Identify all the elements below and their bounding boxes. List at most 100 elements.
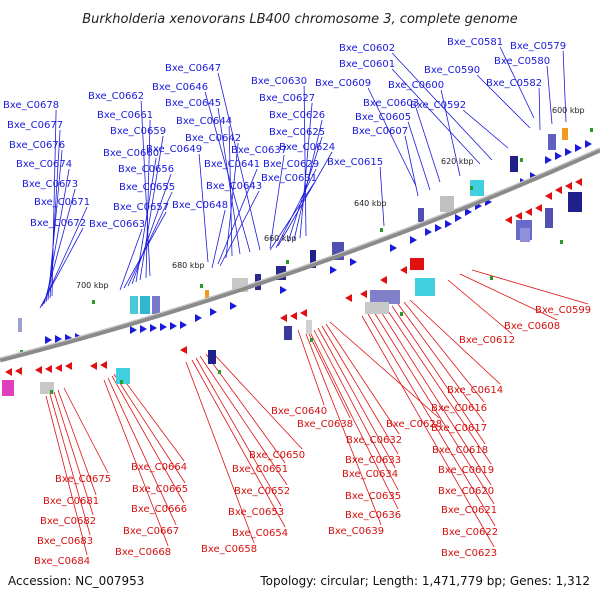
- feature-block: [205, 290, 209, 302]
- leader-line: [562, 50, 567, 123]
- leader-line: [440, 89, 461, 177]
- gene-labels: Bxe_C0581 Bxe_C0579 Bxe_C0580 Bxe_C0602 Bxe_…: [3, 37, 591, 567]
- gene-label: Bxe_C0617: [431, 423, 487, 434]
- gene-label: Bxe_C0626: [269, 110, 325, 121]
- gene-label: Bxe_C0579: [510, 41, 566, 52]
- reverse-gene-arrow: [545, 192, 552, 200]
- feature-block: [276, 266, 286, 280]
- leader-line: [145, 119, 151, 279]
- leader-line: [329, 321, 440, 419]
- gene-label: Bxe_C0682: [40, 516, 96, 527]
- gene-label: Bxe_C0643: [206, 181, 262, 192]
- gene-label: Bxe_C0684: [34, 556, 90, 567]
- leader-line: [462, 109, 509, 149]
- leader-line: [471, 269, 589, 305]
- gene-label: Bxe_C0601: [339, 59, 395, 70]
- feature-block: [520, 228, 530, 242]
- leader-line: [299, 102, 313, 239]
- gene-label: Bxe_C0661: [97, 110, 153, 121]
- leader-line: [111, 375, 185, 504]
- gene-label: Bxe_C0621: [441, 505, 497, 516]
- reverse-gene-arrow: [525, 208, 532, 216]
- feature-block: [116, 368, 130, 384]
- leader-line: [57, 389, 97, 496]
- leader-line: [119, 228, 143, 291]
- forward-gene-arrow: [140, 325, 147, 333]
- feature-block: [380, 228, 383, 232]
- leader-line: [321, 325, 399, 455]
- gene-label: Bxe_C0637: [231, 145, 287, 156]
- reverse-gene-arrow: [555, 186, 562, 194]
- chromosome-backbone: [0, 147, 600, 363]
- leader-line: [409, 299, 501, 385]
- gene-label: Bxe_C0667: [123, 526, 179, 537]
- feature-block: [310, 338, 313, 342]
- forward-gene-arrow: [390, 244, 397, 252]
- forward-gene-arrow: [435, 224, 442, 232]
- gene-label: Bxe_C0646: [152, 82, 208, 93]
- gene-label: Bxe_C0663: [89, 219, 145, 230]
- leader-line: [113, 373, 186, 484]
- feature-block: [130, 296, 138, 314]
- reverse-gene-arrow: [45, 365, 52, 373]
- forward-gene-arrow: [45, 336, 52, 344]
- leader-line: [459, 273, 558, 321]
- gene-label: Bxe_C0651: [232, 464, 288, 475]
- genome-summary-text: Topology: circular; Length: 1,471,779 bp…: [259, 574, 590, 588]
- gene-label: Bxe_C0676: [9, 140, 65, 151]
- leader-line: [391, 305, 486, 445]
- leader-line: [199, 355, 288, 486]
- gene-label: Bxe_C0633: [345, 455, 401, 466]
- gene-label: Bxe_C0625: [269, 127, 325, 138]
- leader-line: [39, 227, 84, 309]
- reverse-gene-arrow: [290, 312, 297, 320]
- leader-line: [546, 65, 553, 125]
- reverse-gene-arrow: [345, 294, 352, 302]
- forward-gene-arrow: [575, 144, 582, 152]
- feature-block: [510, 156, 518, 172]
- gene-label: Bxe_C0612: [459, 335, 515, 346]
- reverse-gene-arrow: [90, 362, 97, 370]
- gene-label: Bxe_C0678: [3, 100, 59, 111]
- reverse-gene-arrow: [380, 276, 387, 284]
- feature-block: [140, 296, 150, 314]
- feature-block: [152, 296, 160, 314]
- leader-line: [391, 52, 493, 161]
- gene-label: Bxe_C0600: [388, 80, 444, 91]
- leader-line: [305, 327, 351, 419]
- reverse-gene-arrow: [100, 361, 107, 369]
- leader-line: [198, 153, 209, 263]
- forward-gene-arrow: [55, 335, 62, 343]
- tick-label-620: 620 kbp: [441, 157, 474, 166]
- accession-text: Accession: NC_007953: [8, 574, 144, 588]
- scale-ticks: 600 kbp 620 kbp 640 kbp 660 kbp 680 kbp …: [76, 106, 585, 290]
- gene-label: Bxe_C0655: [119, 182, 175, 193]
- leader-line: [379, 166, 385, 227]
- gene-label: Bxe_C0628: [386, 419, 442, 430]
- leader-line: [297, 329, 325, 406]
- leader-line: [379, 309, 492, 486]
- leader-line: [373, 311, 495, 505]
- gene-label: Bxe_C0614: [447, 385, 503, 396]
- gene-label: Bxe_C0630: [251, 76, 307, 87]
- leader-line: [211, 351, 303, 450]
- leader-line: [407, 121, 431, 191]
- gene-label: Bxe_C0658: [201, 544, 257, 555]
- reverse-gene-arrow: [65, 362, 72, 370]
- feature-block: [470, 180, 484, 196]
- gene-label: Bxe_C0650: [249, 450, 305, 461]
- gene-label: Bxe_C0674: [16, 159, 72, 170]
- leader-line: [538, 87, 541, 131]
- gene-label: Bxe_C0668: [115, 547, 171, 558]
- gene-label: Bxe_C0618: [432, 445, 488, 456]
- leader-line: [43, 188, 76, 305]
- reverse-gene-arrow: [505, 216, 512, 224]
- leader-line: [361, 315, 495, 548]
- forward-gene-arrow: [425, 228, 432, 236]
- gene-label: Bxe_C0683: [37, 536, 93, 547]
- reverse-gene-arrow: [575, 178, 582, 186]
- reverse-gene-arrow: [280, 314, 287, 322]
- reverse-gene-arrow: [15, 367, 22, 375]
- reverse-gene-arrow: [180, 346, 187, 354]
